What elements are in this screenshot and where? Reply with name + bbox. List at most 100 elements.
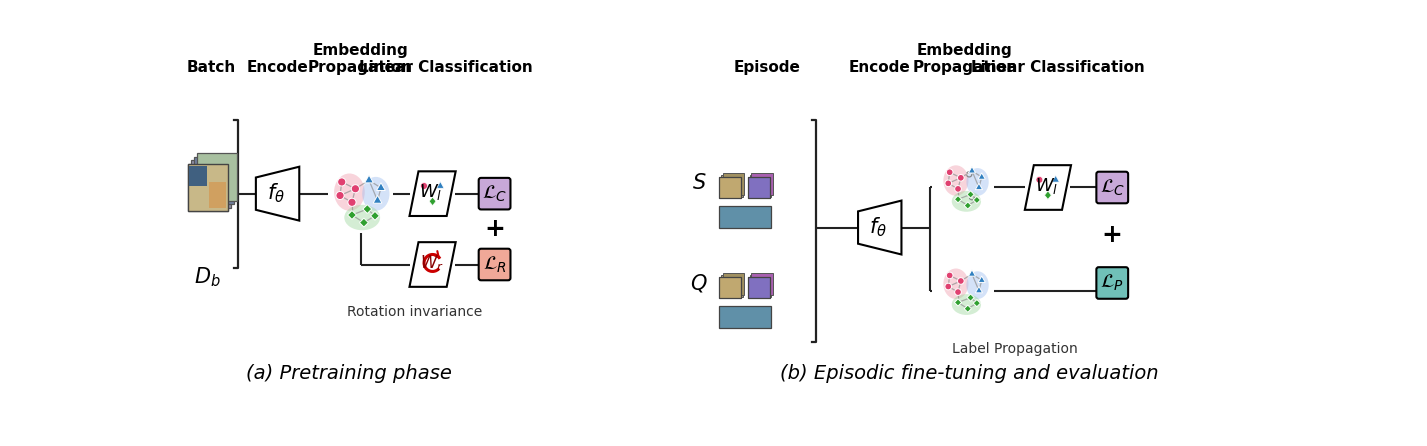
- Polygon shape: [430, 197, 437, 206]
- FancyBboxPatch shape: [721, 175, 742, 197]
- Text: $W_l$: $W_l$: [1035, 176, 1057, 196]
- Text: $S$: $S$: [692, 173, 706, 193]
- FancyBboxPatch shape: [719, 177, 741, 198]
- FancyBboxPatch shape: [208, 182, 227, 208]
- Text: Linear Classification: Linear Classification: [972, 60, 1144, 75]
- Circle shape: [1036, 177, 1043, 183]
- Polygon shape: [255, 167, 300, 221]
- FancyBboxPatch shape: [719, 277, 741, 298]
- Ellipse shape: [952, 294, 980, 315]
- FancyBboxPatch shape: [722, 273, 745, 295]
- Text: $W_l$: $W_l$: [420, 182, 442, 202]
- FancyBboxPatch shape: [719, 277, 741, 298]
- Polygon shape: [955, 196, 962, 203]
- Text: +: +: [484, 217, 505, 241]
- Text: $\mathcal{L}_C$: $\mathcal{L}_C$: [482, 183, 507, 204]
- Circle shape: [945, 180, 952, 187]
- FancyBboxPatch shape: [190, 166, 207, 186]
- Circle shape: [335, 191, 344, 199]
- Text: $\mathcal{L}_P$: $\mathcal{L}_P$: [1100, 273, 1124, 293]
- Text: Rotation invariance: Rotation invariance: [347, 305, 482, 319]
- FancyBboxPatch shape: [188, 164, 228, 211]
- FancyBboxPatch shape: [719, 206, 771, 227]
- FancyBboxPatch shape: [1096, 172, 1129, 203]
- FancyBboxPatch shape: [478, 178, 511, 210]
- Polygon shape: [360, 218, 368, 227]
- FancyBboxPatch shape: [748, 277, 769, 298]
- Text: Label Propagation: Label Propagation: [952, 342, 1079, 356]
- FancyBboxPatch shape: [191, 160, 231, 208]
- Circle shape: [945, 283, 952, 290]
- Ellipse shape: [943, 268, 969, 299]
- Polygon shape: [977, 173, 986, 179]
- Text: Linear Classification: Linear Classification: [358, 60, 532, 75]
- FancyBboxPatch shape: [478, 249, 511, 280]
- FancyBboxPatch shape: [748, 277, 769, 298]
- Text: Embedding
Propagation: Embedding Propagation: [912, 43, 1017, 75]
- FancyBboxPatch shape: [197, 153, 237, 201]
- FancyBboxPatch shape: [752, 173, 773, 195]
- FancyBboxPatch shape: [721, 275, 742, 297]
- Ellipse shape: [362, 177, 390, 211]
- FancyBboxPatch shape: [748, 177, 769, 198]
- Polygon shape: [1045, 191, 1052, 199]
- Polygon shape: [1025, 165, 1072, 210]
- Text: (b) Episodic fine-tuning and evaluation: (b) Episodic fine-tuning and evaluation: [779, 364, 1159, 384]
- Polygon shape: [968, 294, 975, 301]
- Text: $\mathcal{L}_R$: $\mathcal{L}_R$: [482, 254, 507, 275]
- FancyBboxPatch shape: [748, 177, 769, 198]
- Circle shape: [958, 278, 965, 284]
- Text: $f_\theta$: $f_\theta$: [267, 182, 285, 206]
- Polygon shape: [372, 195, 382, 203]
- Text: Encode: Encode: [849, 60, 910, 75]
- Circle shape: [338, 178, 345, 186]
- Polygon shape: [968, 191, 975, 198]
- Circle shape: [958, 174, 965, 181]
- Text: $D_b$: $D_b$: [194, 266, 221, 289]
- FancyBboxPatch shape: [188, 164, 228, 211]
- Text: $f_\theta$: $f_\theta$: [869, 216, 888, 240]
- Polygon shape: [364, 175, 374, 183]
- Polygon shape: [965, 305, 972, 312]
- Circle shape: [955, 186, 962, 192]
- FancyBboxPatch shape: [1096, 267, 1129, 299]
- Circle shape: [351, 185, 360, 193]
- Text: $\mathcal{L}_C$: $\mathcal{L}_C$: [1100, 178, 1124, 198]
- Polygon shape: [965, 202, 972, 209]
- Circle shape: [946, 169, 953, 176]
- Polygon shape: [410, 242, 455, 287]
- Polygon shape: [969, 270, 976, 276]
- Text: Batch: Batch: [187, 60, 235, 75]
- Ellipse shape: [966, 271, 989, 299]
- Polygon shape: [973, 196, 980, 203]
- Polygon shape: [969, 166, 976, 173]
- Ellipse shape: [344, 205, 380, 230]
- Ellipse shape: [943, 165, 969, 196]
- Ellipse shape: [966, 168, 989, 196]
- Polygon shape: [348, 211, 357, 219]
- Text: Embedding
Propagation: Embedding Propagation: [308, 43, 412, 75]
- Polygon shape: [362, 205, 372, 214]
- Polygon shape: [377, 182, 385, 190]
- Polygon shape: [858, 201, 902, 255]
- Text: Episode: Episode: [733, 60, 801, 75]
- FancyBboxPatch shape: [749, 275, 772, 297]
- Polygon shape: [977, 276, 986, 282]
- FancyBboxPatch shape: [719, 177, 741, 198]
- Polygon shape: [975, 183, 983, 190]
- FancyBboxPatch shape: [194, 157, 234, 204]
- Polygon shape: [410, 171, 455, 216]
- Polygon shape: [371, 211, 380, 220]
- FancyBboxPatch shape: [719, 306, 771, 328]
- Polygon shape: [955, 299, 962, 306]
- Circle shape: [946, 272, 953, 279]
- Text: (a) Pretraining phase: (a) Pretraining phase: [245, 364, 452, 384]
- Text: Encode: Encode: [247, 60, 308, 75]
- FancyBboxPatch shape: [749, 175, 772, 197]
- Polygon shape: [975, 286, 983, 293]
- FancyBboxPatch shape: [722, 173, 745, 195]
- Polygon shape: [437, 182, 444, 188]
- Text: $W_r$: $W_r$: [420, 253, 444, 273]
- Ellipse shape: [334, 173, 365, 211]
- Circle shape: [955, 289, 962, 295]
